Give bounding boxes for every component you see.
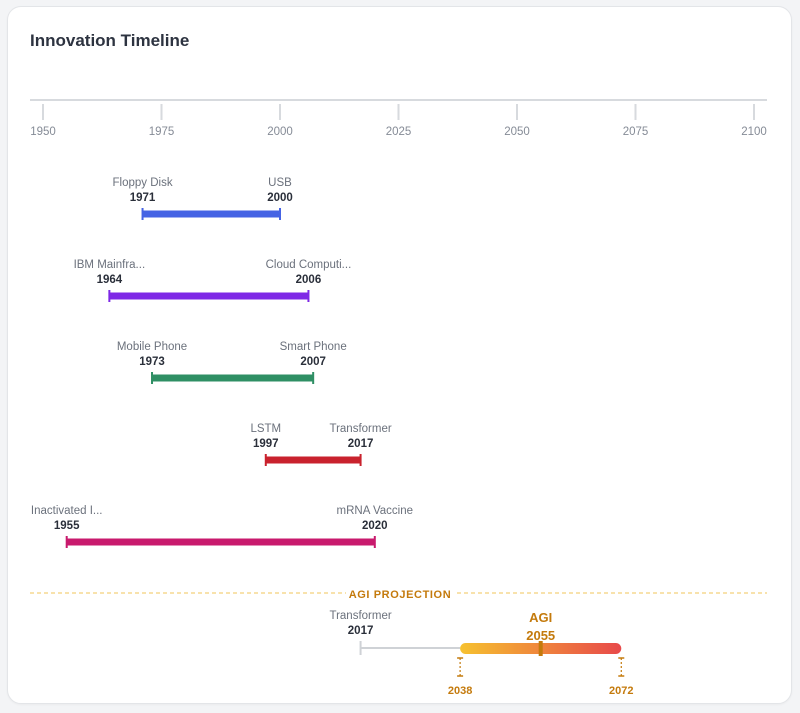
projection-label-bg xyxy=(346,585,454,601)
axis-tick-label: 2025 xyxy=(386,126,412,138)
axis-ticks: 1950 1975 2000 2025 2050 2075 2100 xyxy=(30,104,767,138)
anchor-year: 2017 xyxy=(348,625,374,637)
range-start-year: 1971 xyxy=(130,192,156,204)
range-row: Mobile Phone 1973 Smart Phone 2007 xyxy=(117,341,347,384)
range-start-label: IBM Mainfra... xyxy=(74,259,146,271)
agi-estimate-year: 2055 xyxy=(526,628,555,643)
range-end-label: mRNA Vaccine xyxy=(337,505,413,517)
axis-tick-label: 2075 xyxy=(623,126,649,138)
agi-label: AGI xyxy=(529,610,552,625)
range-end-label: Transformer xyxy=(329,423,391,435)
range-start-year: 1973 xyxy=(139,356,165,368)
range-bars: Floppy Disk 1971 USB 2000 IBM Mainfra... 1964… xyxy=(31,177,413,548)
range-end-year: 2017 xyxy=(348,438,374,450)
agi-projection: AGI PROJECTION Transformer 2017 AGI 2055 2038… xyxy=(30,585,767,697)
agi-low-year: 2038 xyxy=(448,685,472,697)
range-row: Floppy Disk 1971 USB 2000 xyxy=(113,177,293,220)
range-row: IBM Mainfra... 1964 Cloud Computi... 2006 xyxy=(74,259,352,302)
axis-tick-label: 2100 xyxy=(741,126,767,138)
range-end-year: 2007 xyxy=(300,356,326,368)
axis-tick-label: 2050 xyxy=(504,126,530,138)
range-end-year: 2000 xyxy=(267,192,293,204)
axis-tick-label: 1950 xyxy=(30,126,56,138)
range-end-year: 2006 xyxy=(296,274,322,286)
range-start-year: 1997 xyxy=(253,438,279,450)
range-start-label: Floppy Disk xyxy=(113,177,173,189)
range-row: LSTM 1997 Transformer 2017 xyxy=(250,423,392,466)
anchor-label: Transformer xyxy=(329,610,391,622)
axis-tick-label: 1975 xyxy=(149,126,175,138)
range-end-label: USB xyxy=(268,177,292,189)
agi-high-year: 2072 xyxy=(609,685,633,697)
chart-title: Innovation Timeline xyxy=(30,31,190,50)
range-row: Inactivated I... 1955 mRNA Vaccine 2020 xyxy=(31,505,413,548)
range-end-label: Cloud Computi... xyxy=(266,259,352,271)
range-end-label: Smart Phone xyxy=(280,341,347,353)
range-start-label: Mobile Phone xyxy=(117,341,187,353)
range-start-year: 1964 xyxy=(97,274,123,286)
range-end-year: 2020 xyxy=(362,520,388,532)
projection-label: AGI PROJECTION xyxy=(349,589,452,601)
axis-tick-label: 2000 xyxy=(267,126,293,138)
range-start-year: 1955 xyxy=(54,520,80,532)
range-start-label: Inactivated I... xyxy=(31,505,103,517)
range-start-label: LSTM xyxy=(250,423,281,435)
agi-estimate-marker xyxy=(538,641,543,656)
